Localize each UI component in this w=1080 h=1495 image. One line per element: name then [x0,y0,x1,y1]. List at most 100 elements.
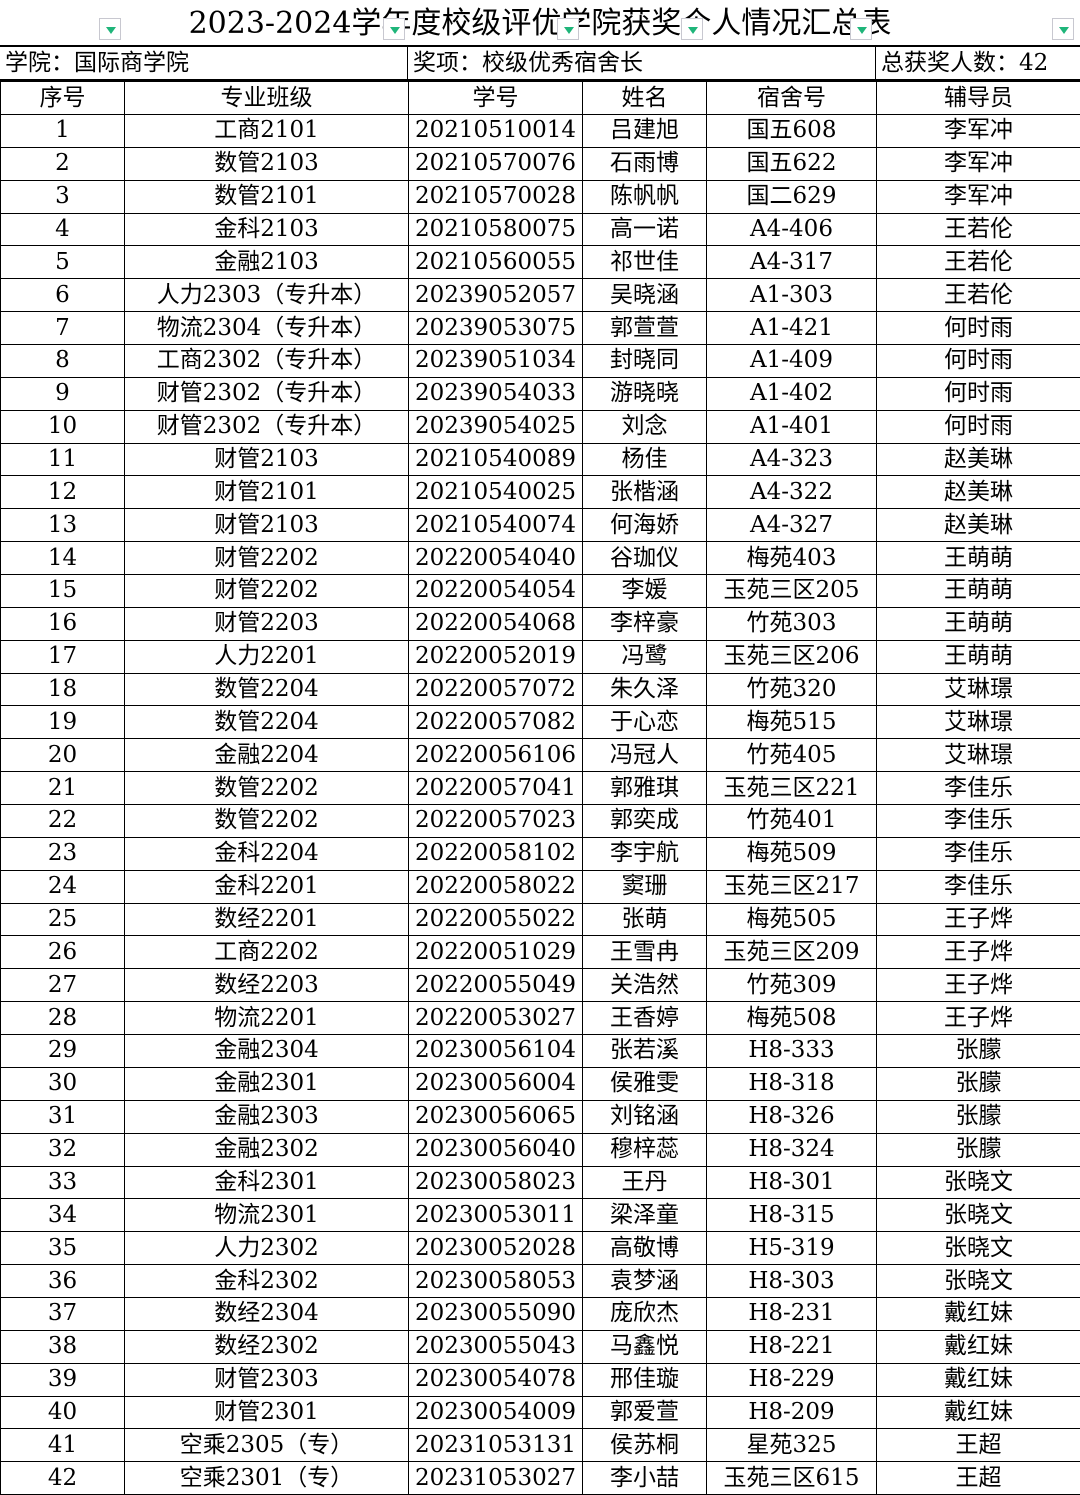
dorm-cell[interactable]: 玉苑三区221 [707,772,877,805]
index-cell[interactable]: 17 [1,640,125,673]
name-cell[interactable]: 王雪冉 [583,936,707,969]
dorm-cell[interactable]: A4-322 [707,476,877,509]
student-id-cell[interactable]: 20210540089 [409,443,583,476]
student-id-cell[interactable]: 20220055022 [409,903,583,936]
student-id-cell[interactable]: 20231053131 [409,1429,583,1462]
name-cell[interactable]: 郭奕成 [583,805,707,838]
dorm-cell[interactable]: 梅苑505 [707,903,877,936]
student-id-cell[interactable]: 20230056004 [409,1067,583,1100]
counselor-cell[interactable]: 艾琳璟 [877,673,1080,706]
index-cell[interactable]: 23 [1,837,125,870]
name-cell[interactable]: 关浩然 [583,969,707,1002]
dorm-cell[interactable]: A1-409 [707,345,877,378]
counselor-cell[interactable]: 艾琳璟 [877,706,1080,739]
student-id-cell[interactable]: 20210540025 [409,476,583,509]
name-cell[interactable]: 庞欣杰 [583,1297,707,1330]
index-cell[interactable]: 25 [1,903,125,936]
class-cell[interactable]: 空乘2305（专） [125,1429,409,1462]
dorm-cell[interactable]: A4-406 [707,213,877,246]
class-cell[interactable]: 金融2302 [125,1133,409,1166]
dorm-cell[interactable]: H8-231 [707,1297,877,1330]
name-cell[interactable]: 穆梓蕊 [583,1133,707,1166]
dorm-cell[interactable]: 竹苑401 [707,805,877,838]
student-id-cell[interactable]: 20239054033 [409,377,583,410]
class-cell[interactable]: 财管2303 [125,1363,409,1396]
counselor-cell[interactable]: 王子烨 [877,903,1080,936]
class-cell[interactable]: 数管2202 [125,772,409,805]
index-cell[interactable]: 12 [1,476,125,509]
name-cell[interactable]: 冯冠人 [583,739,707,772]
index-cell[interactable]: 18 [1,673,125,706]
dorm-cell[interactable]: 竹苑405 [707,739,877,772]
dropdown-filter-icon[interactable] [557,18,579,40]
student-id-cell[interactable]: 20220057023 [409,805,583,838]
dorm-cell[interactable]: 国五608 [707,115,877,148]
name-cell[interactable]: 祁世佳 [583,246,707,279]
name-cell[interactable]: 侯雅雯 [583,1067,707,1100]
counselor-cell[interactable]: 王子烨 [877,936,1080,969]
dorm-cell[interactable]: H8-229 [707,1363,877,1396]
header-student-id[interactable]: 学号 [409,82,583,115]
class-cell[interactable]: 工商2302（专升本） [125,345,409,378]
name-cell[interactable]: 邢佳璇 [583,1363,707,1396]
header-class[interactable]: 专业班级 [125,82,409,115]
index-cell[interactable]: 4 [1,213,125,246]
class-cell[interactable]: 数经2304 [125,1297,409,1330]
name-cell[interactable]: 马鑫悦 [583,1330,707,1363]
class-cell[interactable]: 人力2302 [125,1232,409,1265]
class-cell[interactable]: 人力2201 [125,640,409,673]
dorm-cell[interactable]: A1-421 [707,312,877,345]
class-cell[interactable]: 空乘2301（专） [125,1462,409,1495]
counselor-cell[interactable]: 戴红妹 [877,1297,1080,1330]
index-cell[interactable]: 34 [1,1199,125,1232]
index-cell[interactable]: 11 [1,443,125,476]
index-cell[interactable]: 7 [1,312,125,345]
dropdown-filter-icon[interactable] [383,18,405,40]
class-cell[interactable]: 数管2103 [125,147,409,180]
index-cell[interactable]: 42 [1,1462,125,1495]
dorm-cell[interactable]: 竹苑303 [707,607,877,640]
student-id-cell[interactable]: 20230054078 [409,1363,583,1396]
student-id-cell[interactable]: 20210540074 [409,509,583,542]
student-id-cell[interactable]: 20230058023 [409,1166,583,1199]
name-cell[interactable]: 郭雅琪 [583,772,707,805]
class-cell[interactable]: 财管2202 [125,575,409,608]
name-cell[interactable]: 刘铭涵 [583,1100,707,1133]
header-index[interactable]: 序号 [1,82,125,115]
student-id-cell[interactable]: 20220057041 [409,772,583,805]
name-cell[interactable]: 王香婷 [583,1002,707,1035]
counselor-cell[interactable]: 张晓文 [877,1265,1080,1298]
index-cell[interactable]: 41 [1,1429,125,1462]
student-id-cell[interactable]: 20220055049 [409,969,583,1002]
index-cell[interactable]: 14 [1,542,125,575]
header-counselor[interactable]: 辅导员 [877,82,1080,115]
index-cell[interactable]: 39 [1,1363,125,1396]
counselor-cell[interactable]: 何时雨 [877,410,1080,443]
name-cell[interactable]: 袁梦涵 [583,1265,707,1298]
counselor-cell[interactable]: 王超 [877,1429,1080,1462]
index-cell[interactable]: 27 [1,969,125,1002]
name-cell[interactable]: 郭萱萱 [583,312,707,345]
name-cell[interactable]: 梁泽童 [583,1199,707,1232]
class-cell[interactable]: 金融2103 [125,246,409,279]
header-dorm[interactable]: 宿舍号 [707,82,877,115]
student-id-cell[interactable]: 20220052019 [409,640,583,673]
dorm-cell[interactable]: 玉苑三区615 [707,1462,877,1495]
name-cell[interactable]: 吴晓涵 [583,279,707,312]
name-cell[interactable]: 李小喆 [583,1462,707,1495]
counselor-cell[interactable]: 张朦 [877,1133,1080,1166]
index-cell[interactable]: 35 [1,1232,125,1265]
dorm-cell[interactable]: H8-324 [707,1133,877,1166]
class-cell[interactable]: 金科2302 [125,1265,409,1298]
student-id-cell[interactable]: 20230055043 [409,1330,583,1363]
index-cell[interactable]: 36 [1,1265,125,1298]
student-id-cell[interactable]: 20230056065 [409,1100,583,1133]
dorm-cell[interactable]: 玉苑三区206 [707,640,877,673]
class-cell[interactable]: 财管2302（专升本） [125,377,409,410]
index-cell[interactable]: 15 [1,575,125,608]
index-cell[interactable]: 37 [1,1297,125,1330]
name-cell[interactable]: 杨佳 [583,443,707,476]
student-id-cell[interactable]: 20220056106 [409,739,583,772]
name-cell[interactable]: 刘念 [583,410,707,443]
student-id-cell[interactable]: 20220053027 [409,1002,583,1035]
